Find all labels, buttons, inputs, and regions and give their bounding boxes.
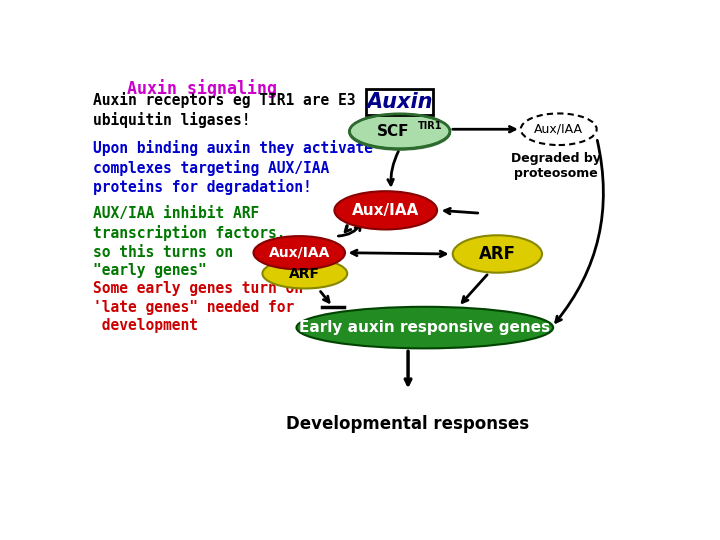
- FancyBboxPatch shape: [366, 89, 433, 115]
- Text: TIR1: TIR1: [418, 121, 442, 131]
- Text: Some early genes turn on
'late genes" needed for
 development: Some early genes turn on 'late genes" ne…: [93, 281, 303, 333]
- Text: ARF: ARF: [289, 267, 320, 281]
- Ellipse shape: [453, 235, 542, 273]
- Text: SCF: SCF: [377, 124, 409, 139]
- Text: Aux/IAA: Aux/IAA: [352, 203, 419, 218]
- Text: Auxin signaling: Auxin signaling: [127, 79, 276, 98]
- Text: Degraded by
proteosome: Degraded by proteosome: [511, 152, 601, 180]
- Text: Auxin receptors eg TIR1 are E3
ubiquitin ligases!: Auxin receptors eg TIR1 are E3 ubiquitin…: [93, 92, 355, 128]
- Ellipse shape: [253, 236, 345, 269]
- Ellipse shape: [262, 259, 347, 288]
- Ellipse shape: [297, 307, 553, 348]
- Text: Auxin: Auxin: [366, 92, 433, 112]
- Ellipse shape: [349, 114, 450, 150]
- Ellipse shape: [334, 191, 437, 230]
- Text: Early auxin responsive genes: Early auxin responsive genes: [300, 320, 550, 335]
- Text: Aux/IAA: Aux/IAA: [269, 246, 330, 260]
- Text: Upon binding auxin they activate
complexes targeting AUX/IAA
proteins for degrad: Upon binding auxin they activate complex…: [93, 140, 373, 195]
- Text: Developmental responses: Developmental responses: [287, 415, 530, 434]
- Text: Aux/IAA: Aux/IAA: [534, 123, 583, 136]
- Text: AUX/IAA inhibit ARF
transcription factors,
so this turns on
"early genes": AUX/IAA inhibit ARF transcription factor…: [93, 206, 285, 278]
- Ellipse shape: [349, 115, 450, 150]
- Ellipse shape: [521, 113, 597, 145]
- Text: ARF: ARF: [479, 245, 516, 263]
- Ellipse shape: [349, 114, 450, 149]
